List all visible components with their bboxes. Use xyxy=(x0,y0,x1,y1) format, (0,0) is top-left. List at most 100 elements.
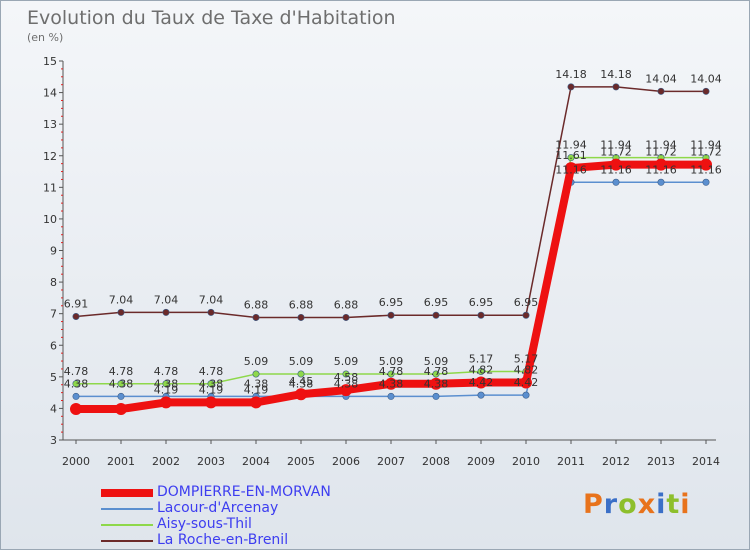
series-3-data-label: 14.04 xyxy=(645,72,677,85)
x-tick-label: 2011 xyxy=(557,455,585,468)
series-2-data-label: 4.78 xyxy=(109,365,134,378)
y-tick-label: 11 xyxy=(43,181,57,194)
series-0-data-label: 11.61 xyxy=(555,149,587,162)
series-0-data-label: 4.19 xyxy=(154,383,179,396)
series-3-point xyxy=(297,313,305,321)
series-3-data-label: 6.91 xyxy=(64,298,89,311)
series-1-point xyxy=(387,392,395,400)
series-1-point xyxy=(477,391,485,399)
series-0-data-label: 11.72 xyxy=(600,146,632,159)
series-1-data-label: 4.38 xyxy=(334,377,359,390)
series-0-data-label: 4.19 xyxy=(244,383,269,396)
series-0-data-label: 4.82 xyxy=(514,364,539,377)
x-tick-label: 2007 xyxy=(377,455,405,468)
y-tick-label: 7 xyxy=(50,308,57,321)
series-0-point xyxy=(610,158,622,171)
series-3-data-label: 7.04 xyxy=(199,293,224,306)
legend-swatch xyxy=(101,540,153,542)
series-1-data-label: 4.42 xyxy=(514,376,539,389)
y-tick-label: 8 xyxy=(50,276,57,289)
legend-swatch xyxy=(101,489,153,497)
series-2-point xyxy=(387,370,395,378)
series-0-point xyxy=(655,158,667,171)
series-0-point xyxy=(385,377,397,390)
series-0-point xyxy=(520,376,532,389)
series-3-point xyxy=(387,311,395,319)
x-tick-label: 2008 xyxy=(422,455,450,468)
series-2-point xyxy=(117,380,125,388)
series-1-data-label: 4.38 xyxy=(424,377,449,390)
series-1-data-label: 4.38 xyxy=(379,377,404,390)
y-tick-label: 9 xyxy=(50,245,57,258)
series-1-point xyxy=(522,391,530,399)
logo-letter: i xyxy=(656,489,667,520)
series-3-data-label: 7.04 xyxy=(109,293,134,306)
y-tick-label: 3 xyxy=(50,434,57,447)
series-1-data-label: 11.16 xyxy=(555,163,587,176)
x-tick-label: 2012 xyxy=(602,455,630,468)
legend-label: DOMPIERRE-EN-MORVAN xyxy=(157,484,331,500)
series-2-point xyxy=(252,370,260,378)
series-2-data-label: 4.78 xyxy=(154,365,179,378)
series-0-point xyxy=(565,162,577,175)
series-0-point xyxy=(475,376,487,389)
series-3-data-label: 14.04 xyxy=(690,72,722,85)
y-tick-label: 14 xyxy=(43,87,57,100)
series-2-data-label: 4.78 xyxy=(199,365,224,378)
series-3-point xyxy=(567,83,575,91)
series-3-point xyxy=(702,87,710,95)
series-1-data-label: 11.16 xyxy=(645,163,677,176)
series-line-3 xyxy=(75,86,707,319)
x-tick-label: 2006 xyxy=(332,455,360,468)
series-2-data-label: 4.78 xyxy=(64,365,89,378)
series-2-point xyxy=(567,154,575,162)
series-1-point xyxy=(657,178,665,186)
legend-label: La Roche-en-Brenil xyxy=(157,532,289,548)
x-tick-label: 2000 xyxy=(62,455,90,468)
y-tick-label: 4 xyxy=(50,402,57,415)
legend-label: Lacour-d'Arcenay xyxy=(157,500,279,516)
series-1-data-label: 4.38 xyxy=(109,377,134,390)
series-0-data-label: 11.72 xyxy=(645,146,677,159)
series-2-data-label: 5.09 xyxy=(244,355,269,368)
series-0-data-label: 4.78 xyxy=(379,365,404,378)
series-3-data-label: 6.95 xyxy=(424,296,449,309)
series-0-data-label: 4.19 xyxy=(199,383,224,396)
series-1-data-label: 11.16 xyxy=(600,163,632,176)
series-0-data-label: 4.78 xyxy=(424,365,449,378)
y-tick-label: 5 xyxy=(50,371,57,384)
x-tick-label: 2009 xyxy=(467,455,495,468)
series-2-data-label: 11.94 xyxy=(600,139,632,152)
series-2-point xyxy=(207,380,215,388)
series-3-data-label: 6.95 xyxy=(469,296,494,309)
logo-letter: r xyxy=(603,489,619,520)
value-labels-layer: 4.19 4.19 4.19 4.45 4.58 4.78 4.78 4.82 4.82 11.6… xyxy=(64,68,722,397)
series-layer xyxy=(70,83,712,416)
series-1-data-label: 4.38 xyxy=(154,377,179,390)
logo-letter: i xyxy=(680,489,691,520)
x-tick-label: 2013 xyxy=(647,455,675,468)
series-1-data-label: 4.42 xyxy=(469,376,494,389)
series-3-point xyxy=(162,308,170,316)
series-2-point xyxy=(432,370,440,378)
series-2-data-label: 11.94 xyxy=(645,139,677,152)
chart-title: Evolution du Taux de Taxe d'Habitation xyxy=(27,7,396,29)
x-tick-label: 2014 xyxy=(692,455,720,468)
series-1-data-label: 4.38 xyxy=(199,377,224,390)
series-3-data-label: 6.95 xyxy=(379,296,404,309)
series-1-data-label: 4.38 xyxy=(64,377,89,390)
series-1-point xyxy=(72,392,80,400)
x-tick-label: 2004 xyxy=(242,455,270,468)
series-2-data-label: 5.17 xyxy=(469,352,494,365)
series-0-point xyxy=(340,384,352,397)
series-3-data-label: 7.04 xyxy=(154,293,179,306)
x-tick-label: 2005 xyxy=(287,455,315,468)
series-1-data-label: 11.16 xyxy=(690,163,722,176)
series-2-point xyxy=(477,367,485,375)
series-2-data-label: 5.09 xyxy=(424,355,449,368)
logo-letter: P xyxy=(583,489,604,520)
series-2-data-label: 5.09 xyxy=(379,355,404,368)
series-1-data-label: 4.38 xyxy=(289,377,314,390)
